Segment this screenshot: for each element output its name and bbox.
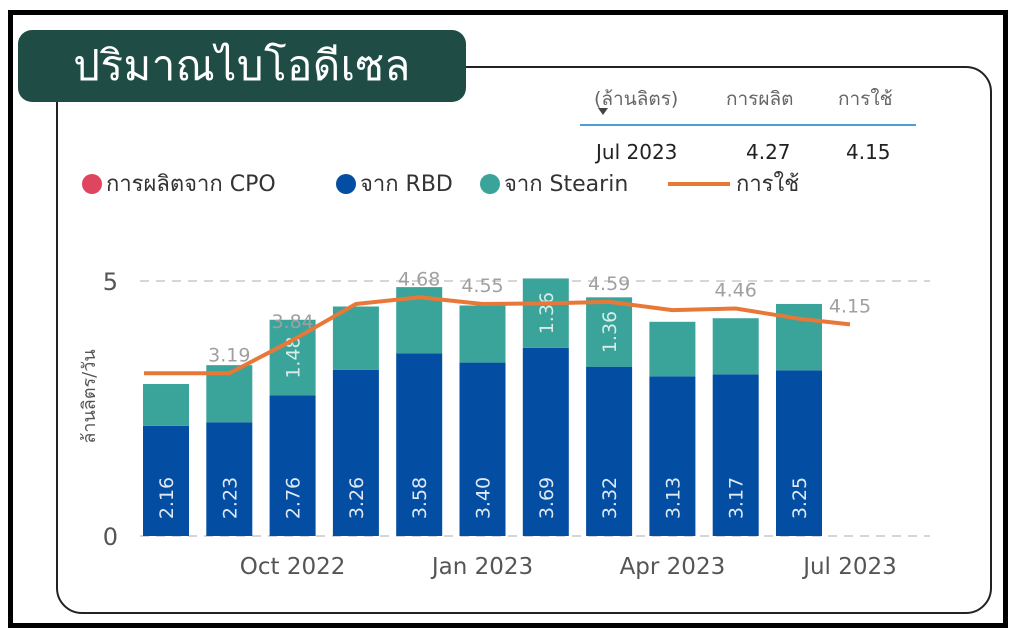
legend-item-rbd[interactable]: จาก RBD — [336, 166, 453, 201]
data-label-usage: 3.84 — [271, 311, 313, 333]
data-label-rbd: 2.76 — [283, 477, 305, 519]
x-tick-label: Apr 2023 — [620, 554, 726, 580]
y-tick-label: 5 — [103, 268, 118, 296]
bar-stearin — [332, 306, 379, 370]
data-label-rbd: 2.23 — [219, 477, 241, 519]
legend-line-usage-icon — [668, 181, 730, 186]
y-axis-label: ล้านลิตร/วัน — [79, 349, 100, 443]
data-label-rbd: 3.40 — [473, 477, 495, 519]
bar-rbd — [206, 422, 253, 536]
data-label-rbd: 3.13 — [662, 477, 684, 519]
kpi-usage-header[interactable]: การใช้ — [838, 88, 893, 110]
legend-label-usage: การใช้ — [736, 172, 800, 197]
bar-rbd — [459, 362, 506, 536]
bar-rbd — [776, 370, 822, 536]
legend-label-stearin: จาก Stearin — [504, 172, 629, 197]
data-label-usage: 4.15 — [829, 295, 871, 317]
bar-rbd — [332, 369, 379, 536]
legend-dot-rbd-icon — [336, 173, 356, 194]
bar-rbd — [269, 395, 316, 536]
bar-stearin — [586, 297, 633, 367]
bar-stearin — [522, 278, 569, 348]
bar-rbd — [522, 347, 569, 536]
data-label-usage: 3.19 — [208, 344, 250, 366]
bar-rbd — [586, 366, 633, 536]
legend-item-stearin[interactable]: จาก Stearin — [480, 166, 628, 201]
bar-stearin — [712, 318, 759, 375]
data-label-usage: 4.55 — [461, 275, 503, 297]
data-label-rbd: 3.25 — [789, 477, 811, 519]
legend-dot-stearin-icon — [480, 173, 500, 194]
x-tick-label: Jul 2023 — [801, 554, 897, 580]
x-tick-label: Oct 2022 — [240, 554, 346, 580]
data-label-rbd: 3.17 — [726, 477, 748, 519]
data-label-stearin: 1.48 — [283, 336, 305, 378]
data-label-rbd: 3.26 — [346, 477, 368, 519]
data-label-stearin: 1.36 — [599, 311, 621, 353]
bar-stearin — [143, 384, 189, 426]
kpi-usage-value: 4.15 — [846, 140, 891, 164]
data-label-usage: 4.59 — [588, 273, 630, 295]
kpi-month: Jul 2023 — [596, 140, 678, 164]
legend-item-usage[interactable]: การใช้ — [668, 166, 799, 201]
bar-rbd — [396, 353, 443, 536]
usage-line — [144, 295, 851, 376]
bar-stearin — [459, 305, 506, 363]
data-label-rbd: 3.32 — [599, 477, 621, 519]
kpi-unit-header[interactable]: (ล้านลิตร) — [594, 88, 679, 110]
data-label-rbd: 2.16 — [156, 477, 178, 519]
bar-rbd — [712, 374, 759, 536]
data-label-usage: 4.46 — [715, 280, 757, 302]
legend-label-cpo: การผลิตจาก CPO — [106, 172, 276, 197]
legend-item-cpo[interactable]: การผลิตจาก CPO — [82, 166, 276, 201]
data-label-rbd: 3.69 — [536, 477, 558, 519]
sort-desc-icon[interactable] — [598, 108, 608, 115]
bar-stearin — [776, 303, 822, 371]
bar-rbd — [649, 376, 696, 536]
x-tick-label: Jan 2023 — [430, 554, 533, 580]
bar-rbd — [143, 425, 189, 536]
data-label-stearin: 1.36 — [536, 292, 558, 334]
y-tick-label: 0 — [103, 523, 118, 551]
legend-dot-cpo-icon — [82, 173, 102, 194]
kpi-header-rule — [580, 124, 916, 126]
kpi-production-header[interactable]: การผลิต — [726, 88, 794, 110]
data-label-usage: 4.68 — [398, 268, 440, 290]
data-label-rbd: 3.58 — [409, 477, 431, 519]
bar-stearin — [649, 321, 696, 377]
legend-label-rbd: จาก RBD — [360, 172, 453, 197]
kpi-production-value: 4.27 — [746, 140, 791, 164]
chart-title: ปริมาณไบโอดีเซล — [18, 30, 466, 102]
